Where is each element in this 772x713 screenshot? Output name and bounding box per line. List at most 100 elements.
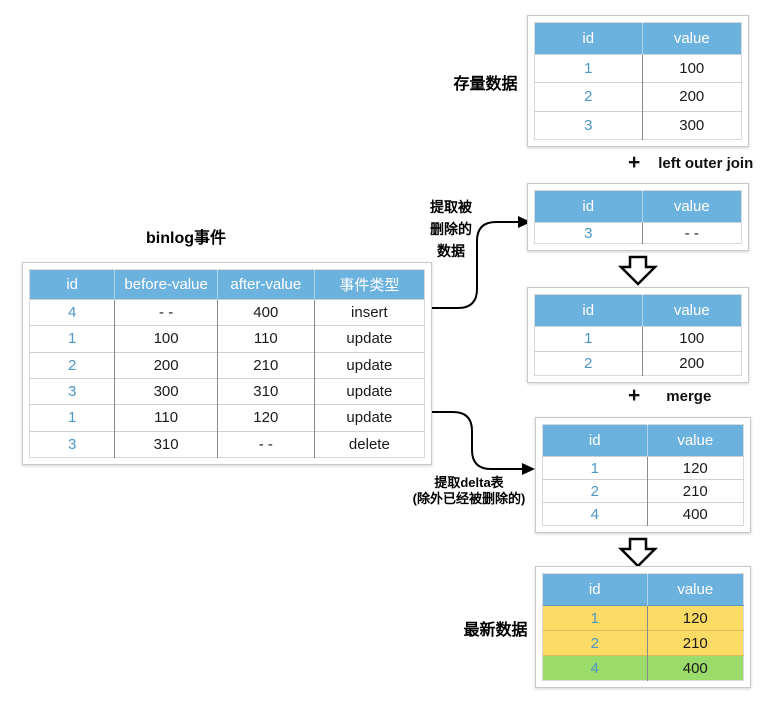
annotation-line: 提取被 xyxy=(430,199,472,215)
table-row: 3 300 310 update xyxy=(29,377,425,405)
left-outer-join-label: left outer join xyxy=(658,154,754,172)
table-cell: update xyxy=(313,351,425,379)
latest-data-label: 最新数据 xyxy=(463,622,528,639)
table-cell: 2 xyxy=(542,630,647,656)
plus-icon: + xyxy=(628,151,641,174)
merge-op: + merge xyxy=(628,384,712,407)
table-cell: 120 xyxy=(646,605,744,631)
latest-table: id value 1 120 2 210 4 400 xyxy=(542,573,744,681)
table-cell: 1 xyxy=(534,326,643,351)
extract-deleted-annotation: 提取被 删除的 数据 xyxy=(418,196,484,262)
column-header: id xyxy=(542,573,647,606)
delta-table-card: id value 1 120 2 210 4 400 xyxy=(535,417,751,533)
table-row: 2 210 xyxy=(542,630,744,656)
binlog-table: id before-value after-value 事件类型 4- -400 inse… xyxy=(29,269,425,458)
table-cell: 2 xyxy=(534,350,643,376)
table-row: 2 200 210 update xyxy=(29,351,425,379)
table-cell: 120 xyxy=(216,404,315,432)
table-cell: 400 xyxy=(216,298,315,326)
table-cell: update xyxy=(313,404,425,432)
plus-icon: + xyxy=(628,384,641,407)
table-cell: 3 xyxy=(534,110,643,140)
table-cell: 100 xyxy=(641,53,742,83)
table-cell: 200 xyxy=(641,350,742,376)
annotation-line: 提取delta表 xyxy=(434,475,504,490)
column-header: id xyxy=(534,294,643,327)
table-row: 1 120 xyxy=(542,456,744,480)
table-cell: - - xyxy=(641,222,742,244)
column-header: value xyxy=(646,424,744,457)
table-cell: 400 xyxy=(646,655,744,681)
table-cell: - - xyxy=(114,298,218,326)
table-cell: 300 xyxy=(114,377,218,405)
delta-table: id value 1 120 2 210 4 400 xyxy=(542,424,744,526)
column-header: after-value xyxy=(216,269,315,300)
table-cell: 1 xyxy=(29,404,115,432)
table-row: 3 310- - delete xyxy=(29,430,425,458)
column-header: id xyxy=(542,424,647,457)
extract-delta-arrow xyxy=(430,411,535,475)
table-row: 3 300 xyxy=(534,110,742,140)
deleted-rows-table: id value 3- - xyxy=(534,190,742,244)
header-row: id value xyxy=(542,424,744,457)
table-cell: 4 xyxy=(29,298,115,326)
table-cell: 2 xyxy=(534,82,643,112)
annotation-line: 数据 xyxy=(437,243,465,259)
deleted-rows-table-card: id value 3- - xyxy=(527,183,749,251)
table-cell: 210 xyxy=(646,630,744,656)
down-block-arrow-2 xyxy=(617,537,659,568)
header-row: id value xyxy=(542,573,744,606)
table-row: 3- - xyxy=(534,222,742,244)
extract-delta-annotation: 提取delta表 (除外已经被删除的) xyxy=(390,475,548,507)
stock-data-label: 存量数据 xyxy=(453,76,518,93)
column-header: value xyxy=(641,294,742,327)
column-header: id xyxy=(534,22,643,55)
left-outer-join-op: + left outer join xyxy=(628,151,754,174)
table-cell: 1 xyxy=(29,325,115,353)
column-header: id xyxy=(29,269,115,300)
table-cell: 2 xyxy=(29,351,115,379)
latest-table-card: id value 1 120 2 210 4 400 xyxy=(535,566,751,688)
header-row: id value xyxy=(534,190,742,223)
table-cell: 210 xyxy=(216,351,315,379)
table-cell: update xyxy=(313,325,425,353)
header-row: id value xyxy=(534,294,742,327)
table-cell: 310 xyxy=(216,377,315,405)
table-cell: update xyxy=(313,377,425,405)
joined-table-card: id value 1 100 2 200 xyxy=(527,287,749,383)
binlog-table-card: id before-value after-value 事件类型 4- -400 inse… xyxy=(22,262,432,465)
table-row: 2 200 xyxy=(534,82,742,112)
annotation-line: (除外已经被删除的) xyxy=(412,491,526,506)
column-header: value xyxy=(641,22,742,55)
table-row: 2 210 xyxy=(542,479,744,503)
annotation-line: 删除的 xyxy=(430,221,472,237)
table-cell: 200 xyxy=(641,82,742,112)
table-row: 1 120 xyxy=(542,605,744,631)
table-row: 4- -400 insert xyxy=(29,298,425,326)
table-cell: 1 xyxy=(534,53,643,83)
table-cell: 120 xyxy=(646,456,744,480)
binlog-table-title: binlog事件 xyxy=(146,230,226,247)
table-cell: 300 xyxy=(641,110,742,140)
table-cell: 400 xyxy=(646,502,744,526)
table-cell: 4 xyxy=(542,502,647,526)
column-header: 事件类型 xyxy=(313,269,425,300)
stock-table-card: id value 1 100 2 200 3 300 xyxy=(527,15,749,147)
table-row: 4 400 xyxy=(542,502,744,526)
down-block-arrow-1 xyxy=(617,255,659,286)
column-header: value xyxy=(641,190,742,223)
table-cell: 4 xyxy=(542,655,647,681)
table-cell: 2 xyxy=(542,479,647,503)
table-row: 1 110 120 update xyxy=(29,404,425,432)
table-cell: 110 xyxy=(114,404,218,432)
stock-table: id value 1 100 2 200 3 300 xyxy=(534,22,742,140)
column-header: before-value xyxy=(114,269,218,300)
table-row: 1 100 110 update xyxy=(29,325,425,353)
column-header: value xyxy=(646,573,744,606)
merge-label: merge xyxy=(666,387,712,405)
table-row: 1 100 xyxy=(534,326,742,351)
table-cell: 310 xyxy=(114,430,218,458)
table-cell: 3 xyxy=(29,377,115,405)
table-row: 1 100 xyxy=(534,53,742,83)
table-cell: 3 xyxy=(29,430,115,458)
